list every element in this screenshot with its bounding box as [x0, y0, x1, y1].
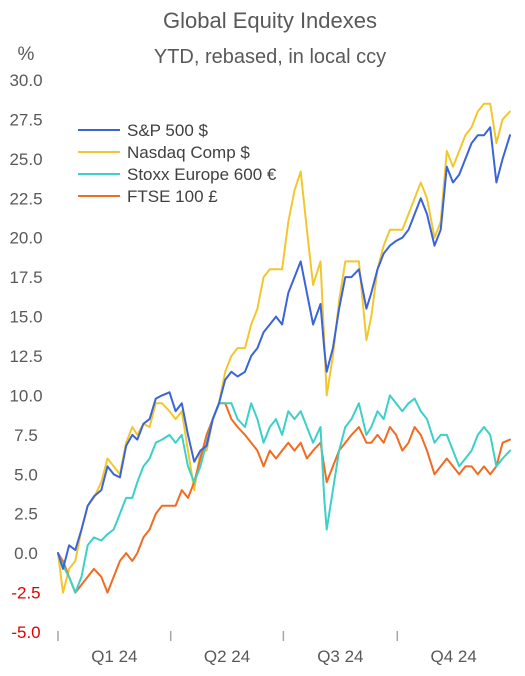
y-tick-label: -2.5 — [11, 584, 40, 603]
series-line-3 — [57, 402, 511, 594]
y-tick-label: 7.5 — [14, 426, 38, 445]
legend-label: S&P 500 $ — [127, 121, 209, 140]
y-tick-label: 15.0 — [9, 308, 42, 327]
series-lines — [57, 102, 511, 594]
legend: S&P 500 $ Nasdaq Comp $ Stoxx Europe 600 €… — [78, 121, 277, 206]
y-tick-label: 0.0 — [14, 544, 38, 563]
y-tick-label: 30.0 — [9, 71, 42, 90]
series-line-2 — [57, 394, 511, 594]
series-line-0 — [57, 126, 511, 570]
x-tick-label: Q3 24 — [317, 647, 363, 666]
chart-title: Global Equity Indexes — [163, 8, 377, 33]
y-tick-label: -5.0 — [11, 623, 40, 642]
y-axis-ticks: 30.0 27.5 25.0 22.5 20.0 17.5 15.0 12.5 10.0 7.5 5… — [9, 71, 42, 642]
x-axis: Q1 24 Q2 24 Q3 24 Q4 24 — [57, 631, 477, 666]
y-tick-label: 25.0 — [9, 150, 42, 169]
y-tick-label: 17.5 — [9, 268, 42, 287]
legend-label: FTSE 100 £ — [127, 187, 218, 206]
legend-label: Nasdaq Comp $ — [127, 143, 250, 162]
y-tick-label: 2.5 — [14, 505, 38, 524]
x-tick-label: Q1 24 — [91, 647, 137, 666]
y-tick-label: 20.0 — [9, 229, 42, 248]
series-line-1 — [57, 102, 511, 594]
chart-subtitle: YTD, rebased, in local ccy — [154, 46, 386, 68]
y-tick-label: 27.5 — [9, 110, 42, 129]
legend-label: Stoxx Europe 600 € — [127, 165, 277, 184]
x-tick-label: Q2 24 — [204, 647, 250, 666]
y-tick-label: 10.0 — [9, 386, 42, 405]
y-tick-label: 12.5 — [9, 347, 42, 366]
y-axis-unit-label: % — [18, 44, 35, 65]
y-tick-label: 5.0 — [14, 465, 38, 484]
y-tick-label: 22.5 — [9, 189, 42, 208]
x-tick-label: Q4 24 — [430, 647, 476, 666]
